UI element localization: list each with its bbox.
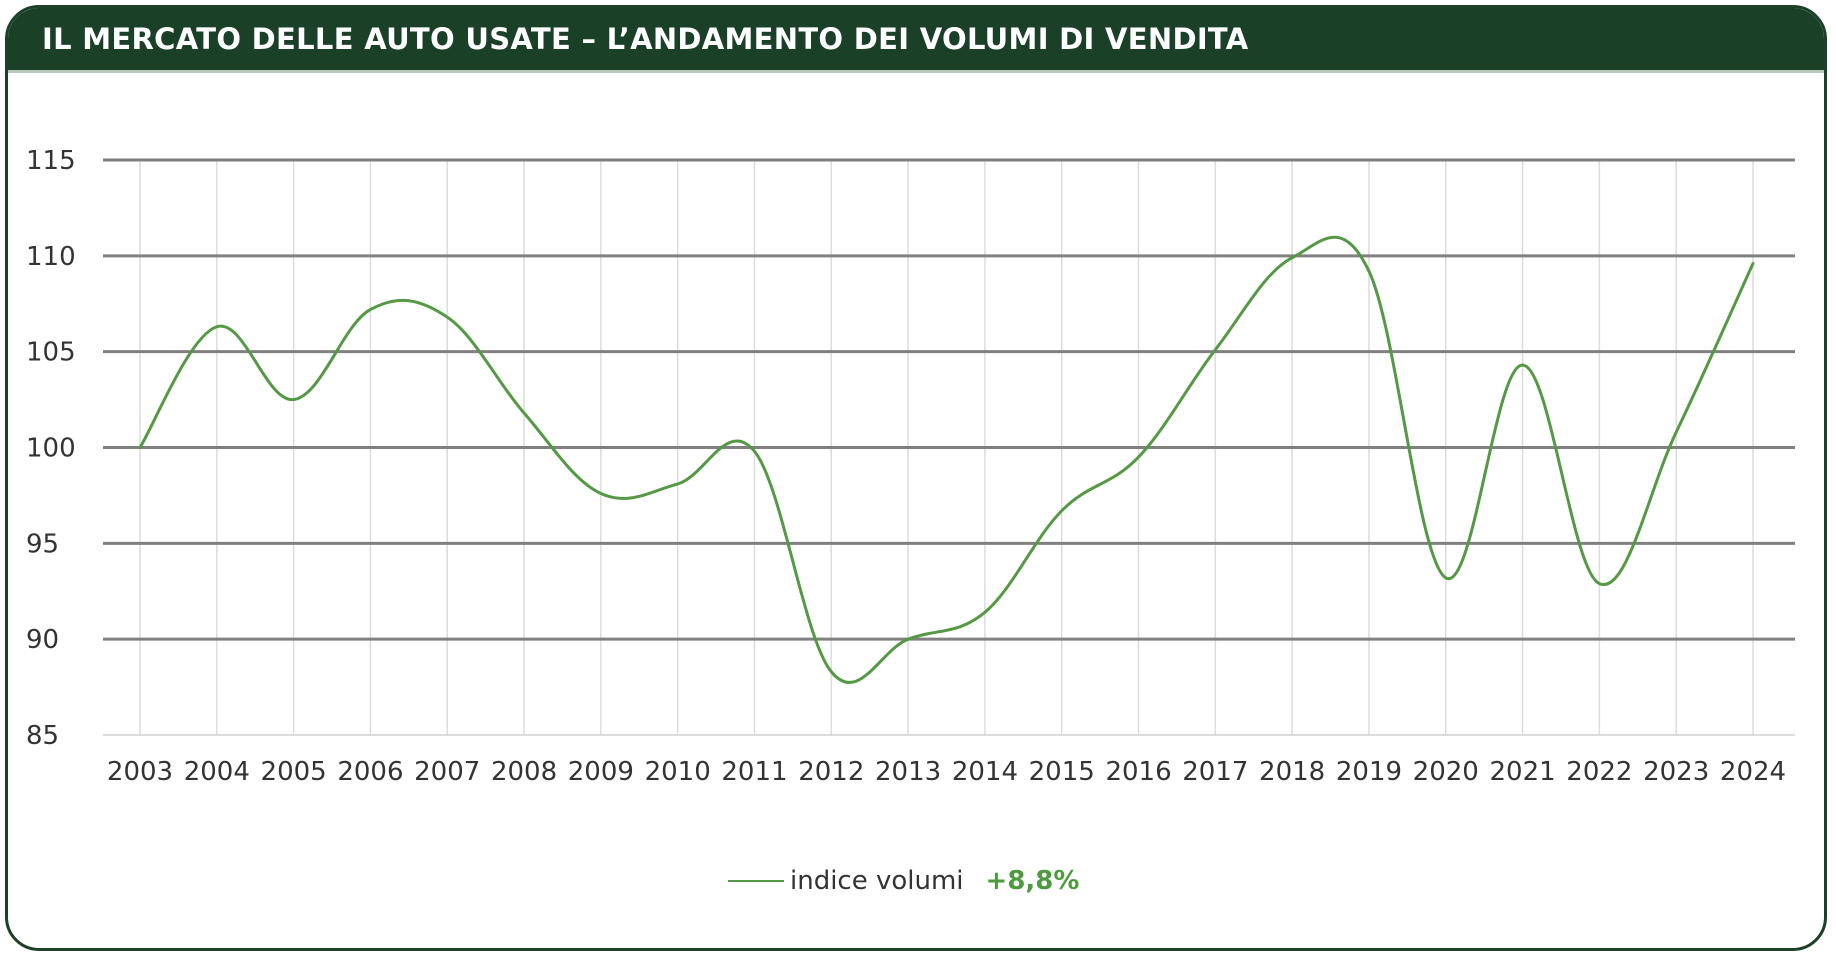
x-tick-label: 2015 — [1029, 757, 1095, 787]
series-line-indice-volumi — [138, 235, 1755, 684]
x-tick-label: 2007 — [414, 757, 480, 787]
y-tick-label: 105 — [26, 338, 76, 368]
x-tick-label: 2011 — [721, 757, 787, 787]
x-tick-label: 2012 — [798, 757, 864, 787]
x-tick-label: 2014 — [952, 757, 1018, 787]
series-layer — [138, 235, 1755, 684]
x-tick-label: 2020 — [1413, 757, 1479, 787]
x-tick-label: 2017 — [1182, 757, 1248, 787]
x-tick-label: 2021 — [1489, 757, 1555, 787]
legend: indice volumi +8,8% — [728, 866, 1079, 896]
legend-change-value: +8,8% — [985, 866, 1080, 896]
x-tick-label: 2018 — [1259, 757, 1325, 787]
x-tick-label: 2010 — [645, 757, 711, 787]
y-tick-label: 110 — [26, 242, 76, 272]
chart-header: IL MERCATO DELLE AUTO USATE – L’ANDAMENT… — [8, 8, 1824, 73]
x-tick-label: 2008 — [491, 757, 557, 787]
x-tick-label: 2023 — [1643, 757, 1709, 787]
x-tick-label: 2003 — [107, 757, 173, 787]
y-axis-ticks: 85 90 95 100 105 110 115 — [26, 146, 76, 751]
x-axis-ticks: 2003 2004 2005 2006 2007 2008 2009 2010 2011 2012… — [107, 757, 1786, 787]
horizontal-gridlines — [103, 158, 1795, 736]
y-tick-label: 90 — [26, 625, 59, 655]
x-tick-label: 2019 — [1336, 757, 1402, 787]
x-tick-label: 2024 — [1720, 757, 1786, 787]
x-tick-label: 2013 — [875, 757, 941, 787]
x-tick-label: 2006 — [337, 757, 403, 787]
x-tick-label: 2009 — [568, 757, 634, 787]
x-tick-label: 2016 — [1105, 757, 1171, 787]
x-tick-label: 2004 — [184, 757, 250, 787]
legend-label: indice volumi — [790, 866, 964, 896]
x-tick-label: 2022 — [1566, 757, 1632, 787]
chart-title: IL MERCATO DELLE AUTO USATE – L’ANDAMENT… — [42, 22, 1249, 56]
chart-frame: IL MERCATO DELLE AUTO USATE – L’ANDAMENT… — [5, 5, 1827, 951]
y-tick-label: 115 — [26, 146, 76, 176]
y-tick-label: 95 — [26, 529, 59, 559]
legend-line-swatch — [728, 880, 784, 882]
x-tick-label: 2005 — [261, 757, 327, 787]
y-tick-label: 100 — [26, 434, 76, 464]
y-tick-label: 85 — [26, 721, 59, 751]
